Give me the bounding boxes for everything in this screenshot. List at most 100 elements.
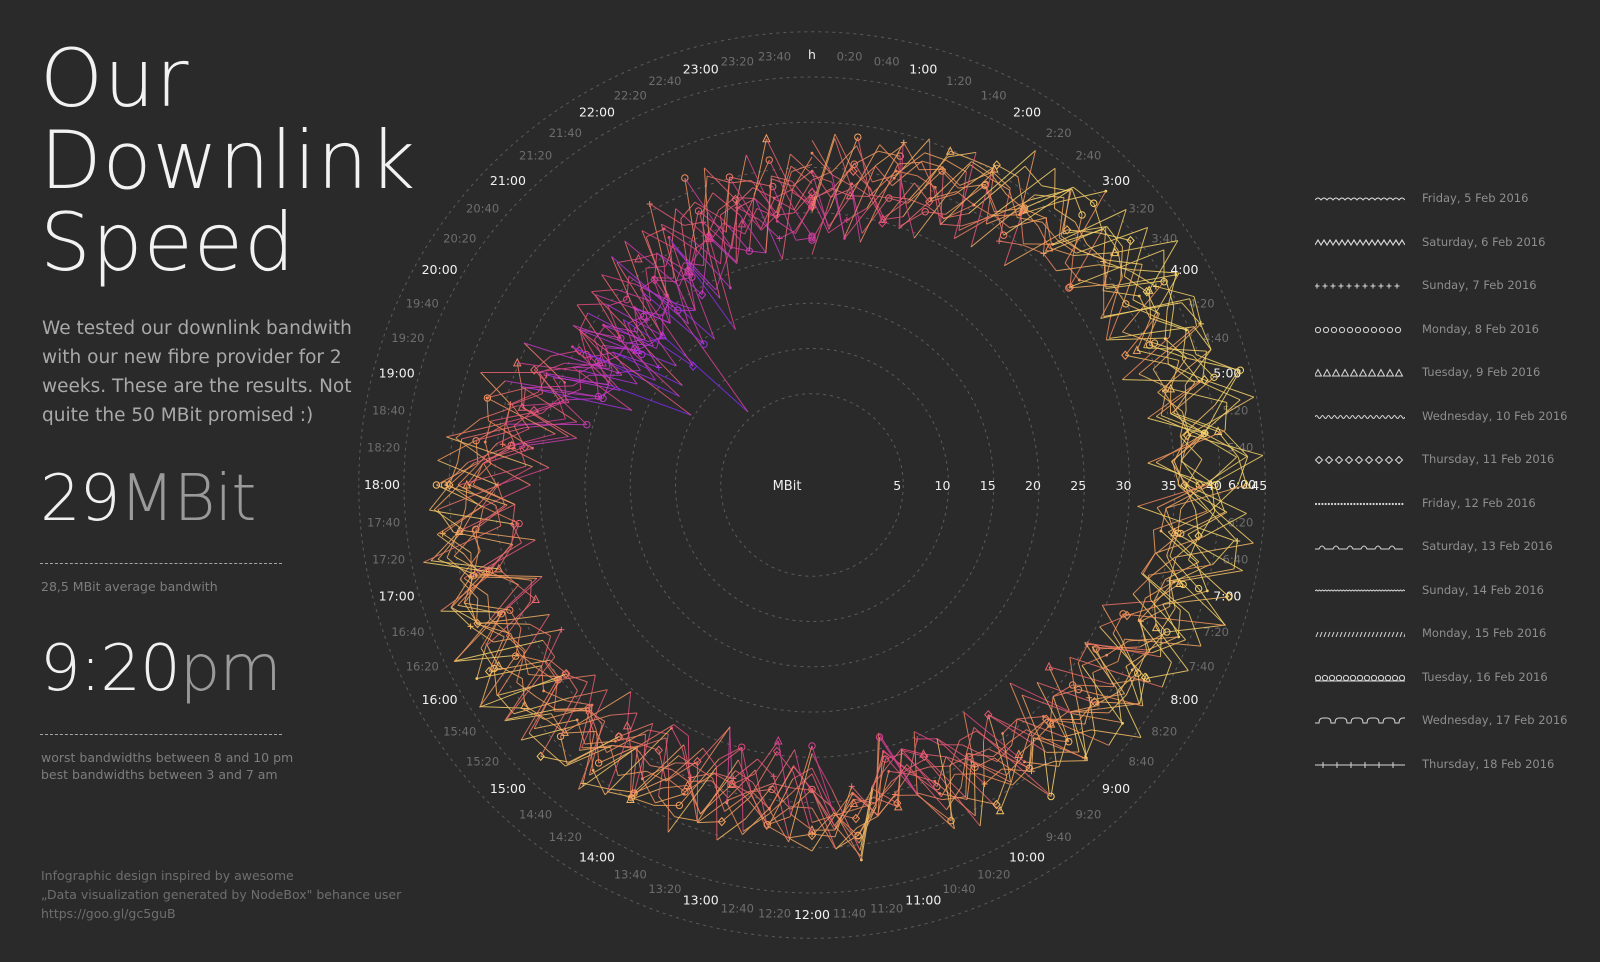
series-segment [504, 665, 543, 722]
series-segment [1003, 188, 1073, 236]
series-segment [592, 770, 606, 795]
series-segment [1170, 413, 1205, 434]
minute-tick-label: 15:20 [466, 754, 499, 768]
credit-link[interactable]: https://goo.gl/gc5guB [41, 906, 176, 921]
series-segment [596, 378, 599, 397]
series-segment [636, 309, 664, 317]
radial-tick-label: 45 [1251, 478, 1267, 493]
series-segment [1131, 271, 1157, 287]
data-point [1213, 426, 1223, 436]
series-segment [579, 329, 587, 355]
series-segment [1132, 593, 1167, 632]
series-segment [1053, 689, 1079, 698]
series-segment [1009, 729, 1027, 743]
series-segment [768, 159, 795, 210]
series-segment [1023, 208, 1047, 219]
series-segment [642, 291, 705, 345]
series-segment [1019, 200, 1061, 216]
series-segment [515, 628, 522, 657]
series-segment [1148, 575, 1152, 601]
series-segment [1169, 557, 1177, 582]
series-segment [1105, 280, 1167, 290]
legend-item: Sunday, 14 Feb 2016 [1315, 581, 1575, 601]
data-point [920, 751, 929, 762]
series-segment [1132, 299, 1160, 315]
data-point [878, 218, 887, 228]
series-segment [874, 784, 893, 804]
series-segment [1223, 430, 1249, 457]
data-point [854, 832, 862, 840]
data-point [529, 405, 539, 416]
series-segment [565, 700, 593, 706]
series-fine [433, 151, 1241, 844]
series-segment [663, 228, 697, 250]
series-segment [1069, 255, 1074, 288]
series-segment [1204, 379, 1255, 398]
series-segment [645, 268, 652, 302]
series-segment [697, 234, 709, 254]
data-point [938, 167, 946, 175]
series-segment [603, 324, 638, 333]
series-segment [1162, 357, 1188, 392]
series-segment [523, 342, 566, 383]
page-title: Our Downlink Speed [40, 38, 416, 284]
series-segment [988, 177, 1010, 191]
series-segment [699, 215, 721, 299]
series-plus [439, 139, 1241, 839]
series-segment [1167, 363, 1205, 381]
series-segment [656, 252, 703, 296]
series-segment [737, 207, 760, 221]
data-point [769, 182, 777, 191]
series-segment [879, 736, 918, 796]
series-segment [459, 465, 527, 486]
series-segment [1224, 402, 1228, 431]
series-segment [707, 209, 720, 235]
legend-item: Friday, 5 Feb 2016 [1315, 189, 1575, 209]
series-segment [896, 170, 918, 177]
series-segment [576, 719, 586, 745]
minute-tick-label: 22:20 [614, 88, 647, 102]
series-segment [588, 674, 596, 709]
series-segment [939, 792, 968, 801]
series-segment [558, 674, 596, 681]
series-segment [610, 385, 692, 416]
series-segment [946, 160, 967, 173]
series-segment [735, 770, 754, 783]
series-segment [792, 771, 813, 836]
worst-time-value: 9:20 [40, 632, 181, 706]
series-segment [875, 758, 886, 805]
series-segment [572, 374, 590, 387]
series-segment [722, 222, 745, 235]
hour-tick-label: 22:00 [579, 105, 615, 120]
series-segment [446, 531, 459, 558]
series-segment [811, 171, 830, 230]
series-segment [1151, 556, 1176, 577]
series-segment [479, 673, 566, 708]
series-segment [1180, 511, 1225, 534]
series-segment [925, 758, 981, 827]
series-segment [999, 782, 1012, 811]
series-segment [929, 193, 956, 203]
hour-tick-label: 3:00 [1102, 173, 1130, 188]
series-segment [449, 461, 459, 486]
series-segment [1153, 579, 1166, 602]
series-segment [613, 352, 659, 368]
series-segment [986, 208, 1024, 225]
series-segment [733, 758, 758, 779]
series-segment [1005, 757, 1022, 776]
legend-label: Wednesday, 17 Feb 2016 [1422, 713, 1568, 727]
data-point [1090, 199, 1098, 207]
series-segment [661, 223, 691, 240]
legend-item: Friday, 12 Feb 2016 [1315, 494, 1575, 514]
data-point [694, 207, 703, 215]
data-point [697, 289, 707, 300]
series-segment [511, 436, 569, 446]
series-segment [539, 372, 544, 394]
series-segment [955, 164, 998, 195]
series-segment [923, 753, 947, 758]
legend-swatch [1315, 326, 1402, 333]
series-segment [790, 813, 813, 831]
series-segment [1073, 252, 1115, 257]
data-point [654, 745, 663, 756]
series-segment [680, 201, 696, 220]
